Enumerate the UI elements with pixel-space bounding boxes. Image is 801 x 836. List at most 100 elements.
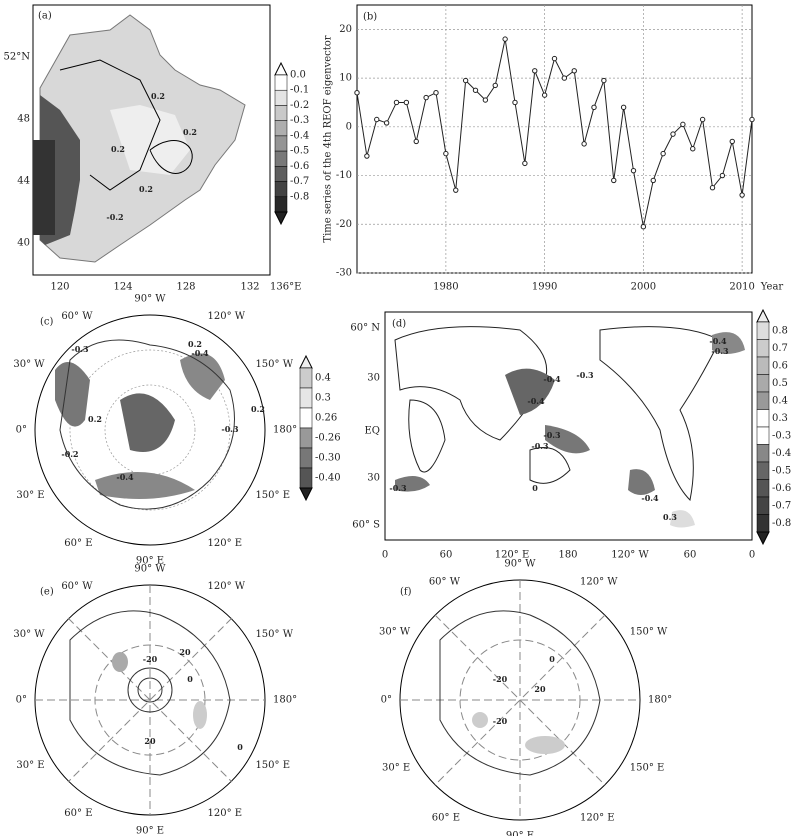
ring-label: 120° E [580,812,615,823]
colorbar-label: -0.6 [290,161,309,172]
contour-label: 0.2 [111,144,125,154]
ring-label: 0° [381,695,392,706]
y-tick-label: 0 [346,121,352,132]
colorbar-label: 0.26 [315,413,337,424]
y-tick-label: -10 [336,170,352,181]
dark-area [33,140,55,235]
colorbar-cell [274,120,288,137]
point [571,68,577,74]
y-tick-label: -20 [336,219,352,230]
contour-label: -0.4 [641,493,659,503]
contour-label: -0.3 [221,424,239,434]
colorbar-label: -0.7 [772,500,791,511]
colorbar-label: -0.6 [772,483,791,494]
point [403,99,410,106]
map-c [34,314,266,546]
ring-label: 90° E [136,826,164,836]
ring-label: 120° E [208,538,243,549]
point [620,104,627,111]
colorbar-cell [274,150,288,167]
point [601,77,607,84]
shade [472,712,488,728]
contour [59,59,161,191]
colorbar-cell [274,105,288,121]
point [581,141,587,147]
point [492,82,498,89]
panel-label: (b) [363,12,377,23]
contour-label: -0.4 [191,348,209,358]
colorbar-cell [756,514,770,533]
shade [712,332,745,354]
colorbar-label: 0.8 [772,325,788,336]
ring-label: 90° W [134,564,166,575]
contour-label: -20 [493,674,508,684]
map-e [34,584,266,816]
colorbar-label: -0.3 [290,115,309,126]
lat-label: 60° N [350,323,380,334]
panel-label: (d) [392,319,406,330]
colorbar-label: -0.8 [290,191,309,202]
colorbar-cell [274,181,288,198]
ring-label: 90° W [504,559,536,570]
contour-label: -0.4 [527,396,545,406]
lon-label: 136°E [270,282,301,293]
coast [59,339,235,510]
circle [69,349,231,511]
point [660,150,666,157]
circle [94,644,206,756]
x-tick-label: 1990 [532,282,557,293]
ring-label: 120° W [580,577,618,588]
colorbar-cell [274,196,288,213]
colorbar-cell [299,367,313,389]
ring-label: 180° [273,695,297,706]
panel-label: (e) [40,587,54,598]
ring-label: 60° W [429,577,461,588]
ring-label: 30° W [13,359,45,370]
colorbar-label: 0.4 [315,373,331,384]
contour-label: -0.2 [106,212,123,222]
colorbar-label: -0.7 [290,176,309,187]
lat-label: EQ [365,426,381,437]
meridians [400,580,640,820]
point [591,104,597,111]
y-tick-label: 10 [339,73,352,84]
shade [193,701,207,729]
lon-label: 60 [684,550,697,561]
point [374,116,380,123]
map-f [399,579,641,821]
contour-label: -0.4 [116,472,134,482]
ring-label: 0° [16,425,27,436]
colorbar-label: -0.1 [290,85,309,96]
contour [127,667,173,713]
ring-label: 120° E [208,808,243,819]
shade [505,368,555,415]
point [551,55,558,62]
colorbar-cell [756,444,770,463]
colorbar-cell [274,74,288,91]
colorbar-cell [274,89,288,106]
point [532,68,538,74]
contour-label: -0.3 [71,344,89,354]
colorbar-label: -0.30 [315,453,341,464]
ring-label: 90° E [136,556,164,567]
colorbar-cell [756,356,770,375]
colorbar-cell [299,387,313,409]
colorbar-label: 0.5 [772,378,788,389]
contour-label: 20 [179,647,191,657]
lon-label: 180 [558,550,577,561]
ring-label: 120° W [208,311,246,322]
coast [439,610,601,776]
lat-label: 60° S [352,520,380,531]
ring-label: 90° E [506,831,534,836]
lon-label: 132 [240,282,259,293]
ring-label: 150° W [255,629,293,640]
contour-label: 0 [187,674,193,684]
coast [69,610,231,776]
shade [670,510,695,528]
shade [395,476,430,492]
shade [95,472,195,499]
point [749,116,755,123]
shade [525,736,565,754]
lon-label: 120° E [495,550,530,561]
